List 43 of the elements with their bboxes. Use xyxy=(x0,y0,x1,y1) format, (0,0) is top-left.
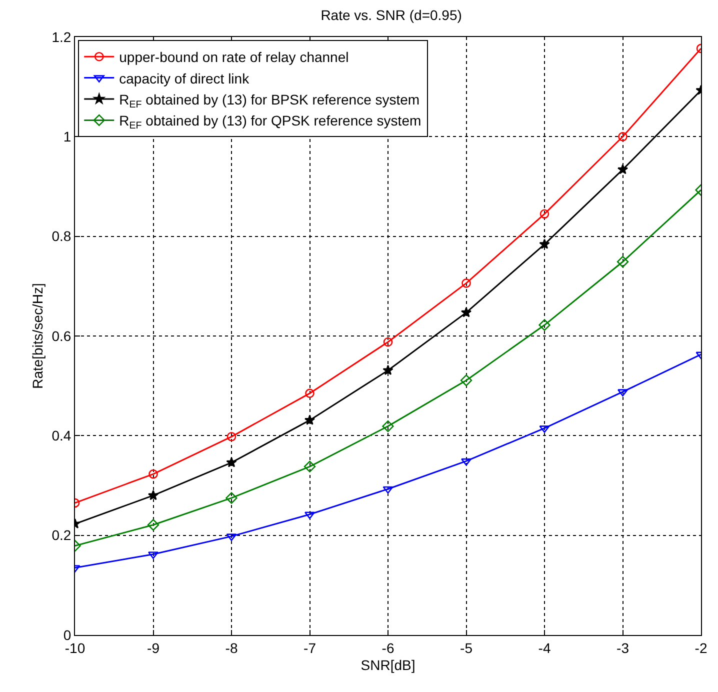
point xyxy=(382,420,394,432)
point xyxy=(538,319,550,331)
legend-label: capacity of direct link xyxy=(119,70,250,86)
legend-label: R$_{EF}$ obtained by (13) for BPSK reference system xyxy=(119,91,420,110)
point xyxy=(148,469,158,479)
point xyxy=(147,519,160,531)
point xyxy=(460,307,472,318)
y-axis-title: Rate[bits/sec/Hz] xyxy=(29,283,46,389)
point xyxy=(539,238,550,249)
x-tick-label: -6 xyxy=(382,640,394,656)
point xyxy=(305,388,314,398)
x-tick-label: -4 xyxy=(538,640,551,656)
point xyxy=(462,278,471,288)
x-tick-label: -7 xyxy=(304,640,316,656)
y-tick-label: 0.8 xyxy=(52,228,72,244)
point xyxy=(383,337,393,347)
x-tick-label: -2 xyxy=(694,640,708,656)
x-axis-title: SNR[dB] xyxy=(360,657,416,674)
point xyxy=(304,460,316,472)
point xyxy=(226,492,238,504)
point xyxy=(618,132,628,142)
point xyxy=(540,209,550,219)
point xyxy=(226,457,237,468)
point xyxy=(382,486,394,494)
point xyxy=(148,490,159,500)
x-tick-label: -5 xyxy=(460,640,473,656)
y-tick-label: 0.2 xyxy=(52,527,72,544)
y-tick-label: 1.2 xyxy=(52,28,72,45)
point xyxy=(382,364,394,375)
point xyxy=(617,164,628,174)
point xyxy=(460,374,472,386)
x-tick-label: -9 xyxy=(147,640,160,656)
point xyxy=(226,432,236,442)
point xyxy=(616,256,629,268)
point xyxy=(304,414,316,425)
y-tick-label: 1 xyxy=(63,128,72,145)
chart-title: Rate vs. SNR (d=0.95) xyxy=(320,7,462,24)
x-tick-label: -3 xyxy=(616,640,630,656)
y-tick-label: 0.4 xyxy=(52,428,72,444)
y-tick-label: 0.6 xyxy=(52,328,72,344)
legend-label: upper-bound on rate of relay channel xyxy=(119,49,349,66)
x-tick-label: -8 xyxy=(225,640,238,656)
legend-label: R$_{EF}$ obtained by (13) for QPSK reference system xyxy=(119,112,422,132)
